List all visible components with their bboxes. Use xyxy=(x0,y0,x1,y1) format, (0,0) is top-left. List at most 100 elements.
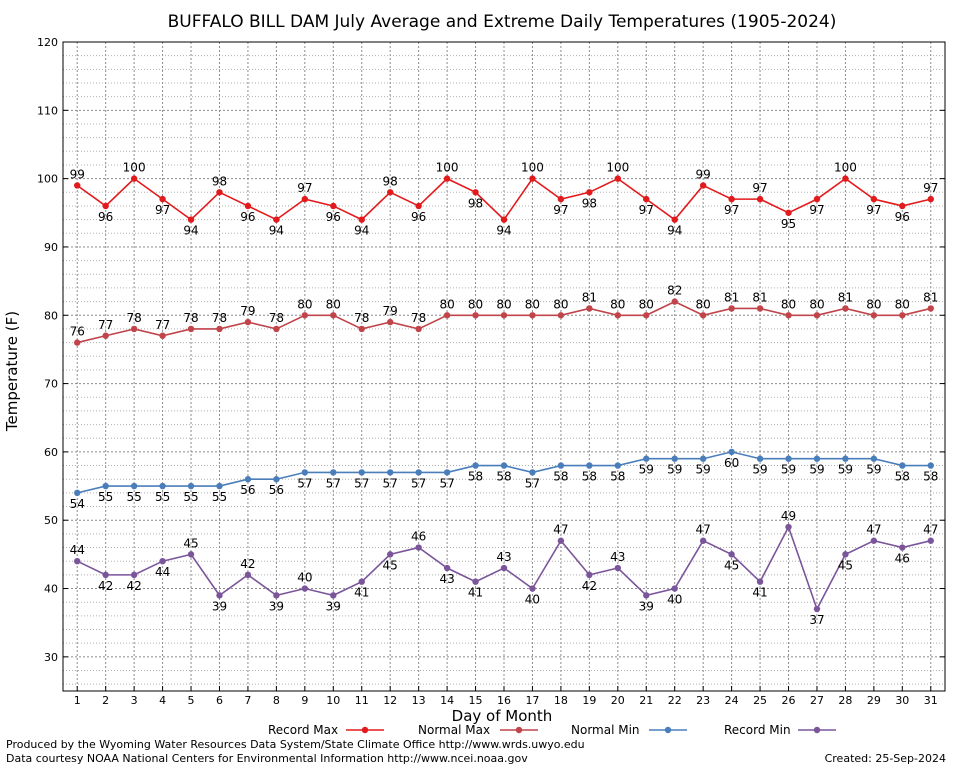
normal-max-data-label: 80 xyxy=(496,297,511,311)
record-max-data-label: 96 xyxy=(411,210,426,224)
normal-min-point xyxy=(529,469,536,476)
normal-min-point xyxy=(301,469,309,476)
normal-max-point xyxy=(216,325,223,333)
normal-max-point xyxy=(728,305,735,312)
record-min-data-label: 45 xyxy=(183,536,198,550)
record-min-point xyxy=(728,551,735,558)
normal-max-point xyxy=(358,325,365,333)
x-tick-label: 4 xyxy=(159,694,166,707)
record-max-point xyxy=(529,175,536,182)
legend-marker-record-max xyxy=(361,726,369,734)
normal-max-data-label: 79 xyxy=(383,304,398,318)
x-tick-label: 3 xyxy=(131,694,138,707)
legend-label-record-max: Record Max xyxy=(268,723,338,737)
normal-min-data-label: 55 xyxy=(212,490,227,504)
x-tick-label: 26 xyxy=(782,694,796,707)
record-min-data-label: 45 xyxy=(724,558,739,572)
legend: Record Max Normal Max Normal Min Record Min xyxy=(268,723,836,737)
normal-min-data-label: 55 xyxy=(155,490,170,504)
record-max-point xyxy=(813,195,821,203)
y-tick-label: 60 xyxy=(44,446,58,459)
x-tick-label: 19 xyxy=(582,694,596,707)
record-min-data-label: 46 xyxy=(411,530,426,544)
record-max-point xyxy=(870,195,878,203)
record-min-point xyxy=(386,551,394,558)
record-max-point xyxy=(500,216,508,223)
normal-min-data-label: 59 xyxy=(696,463,711,477)
normal-max-data-label: 78 xyxy=(212,311,227,325)
record-min-point xyxy=(870,537,878,544)
record-min-point xyxy=(785,523,792,531)
record-min-data-label: 45 xyxy=(838,558,853,572)
normal-min-data-label: 56 xyxy=(240,483,255,497)
record-max-data-label: 94 xyxy=(183,224,198,238)
x-tick-label: 8 xyxy=(273,694,280,707)
record-max-point xyxy=(756,195,764,203)
normal-max-point xyxy=(472,312,479,319)
normal-max-point xyxy=(74,339,81,346)
normal-max-data-label: 80 xyxy=(326,297,341,311)
record-min-point xyxy=(813,605,821,613)
record-min-point xyxy=(671,585,678,592)
normal-min-point xyxy=(870,455,878,462)
record-max-point xyxy=(102,202,109,210)
x-tick-label: 1 xyxy=(74,694,81,707)
record-min-point xyxy=(643,592,650,599)
normal-max-data-label: 81 xyxy=(724,290,739,304)
normal-max-point xyxy=(386,318,394,326)
record-max-point xyxy=(699,182,707,189)
record-min-data-label: 47 xyxy=(866,523,881,537)
record-max-data-label: 97 xyxy=(923,181,938,195)
record-max-point xyxy=(386,189,394,196)
record-min-data-label: 42 xyxy=(98,579,113,593)
y-axis-label: Temperature (F) xyxy=(3,311,21,432)
record-min-point xyxy=(358,578,365,585)
x-tick-label: 21 xyxy=(639,694,653,707)
x-tick-label: 28 xyxy=(838,694,852,707)
normal-max-data-label: 78 xyxy=(126,311,141,325)
record-max-point xyxy=(130,175,138,182)
normal-min-point xyxy=(614,462,622,469)
normal-min-point xyxy=(643,455,650,462)
record-max-data-label: 97 xyxy=(752,181,767,195)
normal-min-data-label: 59 xyxy=(639,463,654,477)
normal-max-data-label: 79 xyxy=(240,304,255,318)
record-max-data-label: 97 xyxy=(866,203,881,217)
x-tick-label: 23 xyxy=(696,694,710,707)
record-min-point xyxy=(899,544,906,551)
normal-max-data-label: 80 xyxy=(553,297,568,311)
record-min-point xyxy=(614,564,622,572)
record-min-data-label: 49 xyxy=(781,509,796,523)
normal-max-data-label: 78 xyxy=(183,311,198,325)
record-min-point xyxy=(529,585,536,592)
normal-min-point xyxy=(216,482,223,490)
normal-max-point xyxy=(813,312,821,319)
record-min-point xyxy=(842,551,849,558)
normal-max-data-label: 80 xyxy=(525,297,540,311)
normal-max-data-label: 77 xyxy=(155,318,170,332)
record-max-point xyxy=(643,195,650,203)
normal-max-point xyxy=(102,332,109,339)
record-max-point xyxy=(74,182,81,189)
record-max-point xyxy=(216,189,223,196)
record-max-point xyxy=(244,202,252,210)
normal-min-data-label: 58 xyxy=(496,470,511,484)
y-tick-label: 30 xyxy=(44,651,58,664)
record-min-point xyxy=(273,592,280,599)
x-tick-label: 24 xyxy=(725,694,739,707)
record-max-data-label: 100 xyxy=(834,161,857,175)
normal-max-data-label: 81 xyxy=(752,290,767,304)
record-min-point xyxy=(130,571,138,579)
x-tick-label: 31 xyxy=(924,694,938,707)
normal-min-data-label: 59 xyxy=(866,463,881,477)
normal-min-point xyxy=(927,462,934,469)
record-max-data-label: 99 xyxy=(696,167,711,181)
record-min-data-label: 46 xyxy=(895,552,910,566)
normal-min-data-label: 57 xyxy=(297,476,312,490)
normal-min-point xyxy=(671,455,678,462)
record-max-data-label: 100 xyxy=(606,161,629,175)
record-max-data-label: 99 xyxy=(70,167,85,181)
normal-max-point xyxy=(529,312,536,319)
normal-min-data-label: 54 xyxy=(70,497,85,511)
record-min-data-label: 43 xyxy=(496,550,511,564)
